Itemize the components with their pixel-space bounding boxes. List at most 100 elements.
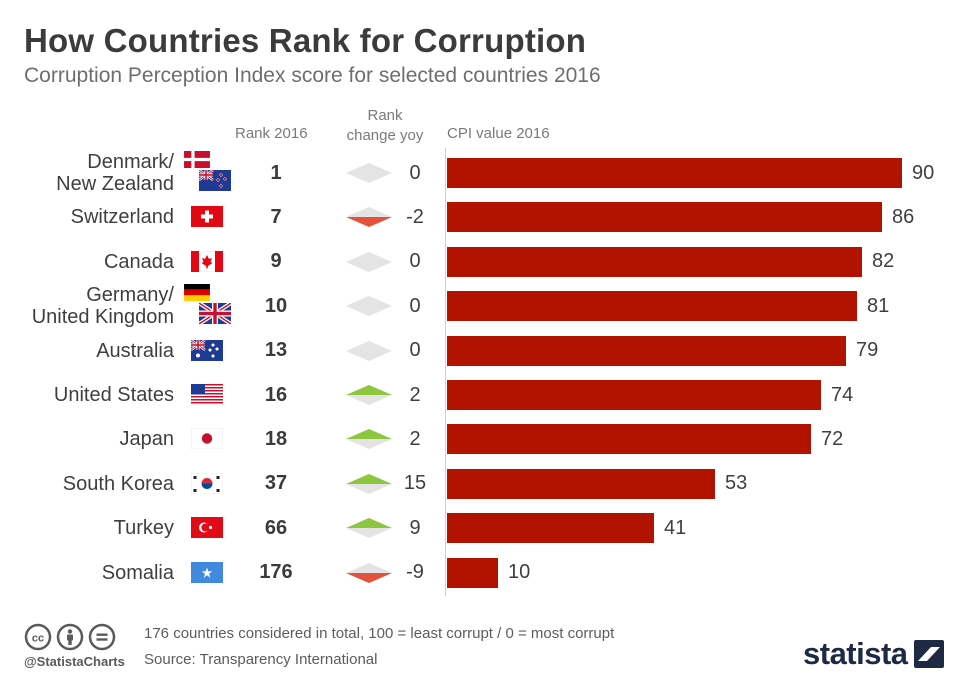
rank-column-header: Rank 2016 — [235, 125, 308, 142]
country-label: Canada — [104, 240, 174, 284]
rank-value: 16 — [264, 383, 288, 406]
canada-flag — [190, 250, 224, 273]
license-icons: cc — [24, 623, 116, 651]
south-korea-flag — [190, 472, 224, 495]
creative-commons-icon: cc — [24, 623, 52, 651]
cpi-bar-value: 86 — [892, 205, 915, 228]
rank-value: 37 — [264, 472, 288, 495]
australia-flag — [190, 338, 224, 361]
bar-axis-line — [445, 148, 446, 596]
chart-row: United States 16 2 74 — [0, 373, 960, 417]
country-name: Japan — [120, 428, 175, 450]
cpi-bar-value: 72 — [821, 427, 844, 450]
rank-value: 18 — [264, 427, 288, 450]
country-name-line: United States — [53, 384, 174, 406]
rank-change-value: 2 — [409, 383, 421, 406]
cpi-bar — [447, 158, 902, 188]
country-name-line: Denmark/ — [87, 151, 174, 173]
rank-change-header-line2: change yoy — [346, 127, 424, 144]
country-label: Germany/United Kingdom — [32, 284, 174, 328]
country-label: United States — [54, 373, 174, 417]
rank-change-value: 0 — [409, 161, 421, 184]
rank-value: 9 — [270, 250, 282, 273]
chart-row: South Korea 37 15 53 — [0, 462, 960, 506]
rank-up-icon — [344, 382, 394, 413]
chart-row: Germany/United Kingdom 10 0 81 — [0, 283, 960, 328]
country-name: Switzerland — [71, 206, 174, 228]
rank-value: 13 — [264, 339, 288, 362]
country-name: Denmark/New Zealand — [56, 151, 174, 195]
rank-unchanged-icon — [344, 249, 394, 280]
no-derivatives-icon — [88, 623, 116, 651]
country-name-line: New Zealand — [56, 173, 174, 195]
source-note: Source: Transparency International — [144, 651, 378, 668]
switzerland-flag — [190, 206, 224, 228]
rank-down-icon — [344, 204, 394, 235]
cpi-bar — [447, 380, 821, 410]
new-zealand-flag — [198, 169, 232, 192]
country-label: South Korea — [63, 462, 174, 506]
cpi-bar — [447, 424, 811, 455]
rank-down-icon — [344, 560, 394, 591]
country-name-line: South Korea — [62, 472, 174, 495]
statista-logo[interactable]: statista — [803, 636, 944, 672]
united-states-flag — [190, 383, 224, 406]
rank-up-icon — [344, 471, 394, 502]
chart-row: Canada 9 0 82 — [0, 240, 960, 284]
germany-flag — [183, 283, 211, 302]
country-name: Canada — [104, 251, 174, 273]
cpi-bar-value: 90 — [912, 161, 935, 184]
statista-logo-mark-icon — [913, 640, 944, 668]
footnote: 176 countries considered in total, 100 =… — [144, 625, 615, 642]
denmark-flag — [183, 150, 211, 169]
country-label: Turkey — [114, 506, 174, 550]
cpi-bar — [447, 246, 862, 277]
rank-change-header-line1: Rank — [367, 107, 403, 124]
chart-subtitle: Corruption Perception Index score for se… — [24, 64, 601, 87]
country-name-line: United Kingdom — [31, 306, 174, 329]
chart-row: Australia 13 0 79 — [0, 329, 960, 373]
svg-text:cc: cc — [32, 633, 44, 645]
rank-unchanged-icon — [344, 160, 394, 191]
country-label: Switzerland — [71, 195, 174, 239]
country-name-line: Switzerland — [70, 206, 174, 229]
somalia-flag — [190, 561, 224, 583]
country-label: Australia — [96, 329, 174, 373]
country-name: Germany/United Kingdom — [32, 284, 174, 328]
statista-handle: @StatistaCharts — [24, 654, 125, 669]
rank-change-value: 9 — [409, 516, 421, 539]
chart-row: Japan 18 2 72 — [0, 417, 960, 461]
rank-change-value: 2 — [409, 427, 421, 450]
rank-value: 176 — [259, 561, 293, 584]
turkey-flag — [190, 516, 224, 539]
cpi-bar — [447, 291, 857, 322]
rank-change-value: 0 — [409, 294, 421, 317]
rank-unchanged-icon — [344, 338, 394, 369]
cpi-bar-value: 41 — [664, 516, 687, 539]
cpi-bar — [447, 468, 715, 499]
country-name-line: Turkey — [113, 517, 174, 540]
cpi-bar — [447, 202, 882, 233]
country-name-line: Somalia — [101, 561, 174, 584]
country-name-line: Australia — [96, 339, 174, 362]
cpi-column-header: CPI value 2016 — [447, 125, 550, 142]
cpi-bar-value: 74 — [831, 383, 854, 406]
chart-row: Somalia 176 -9 10 — [0, 551, 960, 595]
country-label: Japan — [120, 417, 175, 461]
japan-flag — [190, 428, 224, 450]
cpi-bar-value: 81 — [867, 294, 890, 317]
rank-up-icon — [344, 515, 394, 546]
chart-title: How Countries Rank for Corruption — [24, 22, 587, 59]
country-name: Australia — [96, 340, 174, 362]
rank-value: 66 — [264, 516, 288, 539]
rank-change-value: -2 — [406, 205, 424, 228]
rank-value: 10 — [264, 294, 288, 317]
rank-change-value: -9 — [406, 561, 424, 584]
country-name: Turkey — [114, 517, 174, 539]
rank-change-column-header: Rank change yoy — [340, 106, 430, 146]
cpi-bar-value: 53 — [725, 472, 748, 495]
rank-change-value: 0 — [409, 339, 421, 362]
country-name: South Korea — [63, 473, 174, 495]
united-kingdom-flag — [197, 301, 233, 326]
statista-logo-text: statista — [803, 636, 908, 671]
